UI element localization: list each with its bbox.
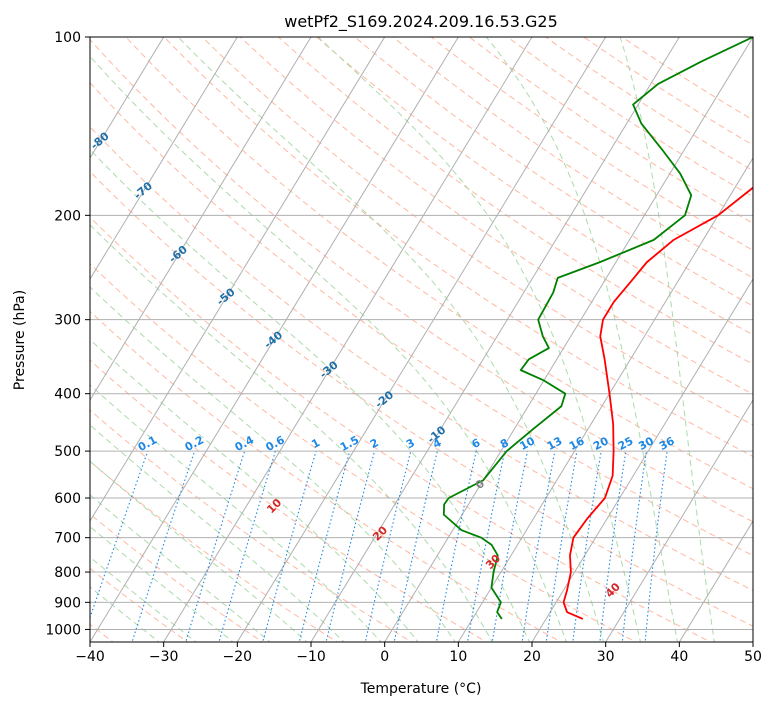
mixing-ratio-line: [435, 450, 477, 642]
mixing-ratio-line: [491, 450, 529, 642]
mixing-ratio-lines: [90, 450, 668, 642]
y-tick-label: 400: [54, 387, 81, 403]
x-tick-label: 40: [670, 649, 688, 665]
moist-adiabat-line: [90, 224, 493, 642]
temperature-profile-line: [562, 186, 753, 620]
y-tick-label: 1000: [45, 622, 81, 638]
mixing-ratio-label: 20: [591, 434, 611, 453]
mixing-ratio-label: 13: [545, 434, 565, 453]
isotherm-line: [531, 278, 753, 642]
isotherms: [90, 37, 753, 642]
mixing-ratio-line: [185, 450, 246, 642]
y-tick-label: 600: [54, 491, 81, 507]
isobars: [90, 37, 753, 630]
mixing-ratio-line: [131, 450, 196, 642]
isotherm-line: [678, 520, 753, 642]
isotherm-line: [90, 37, 386, 522]
x-tick-label: 0: [380, 649, 389, 665]
x-tick-label: 30: [597, 649, 615, 665]
isotherm-line: [605, 399, 753, 642]
sounding-profiles: [442, 37, 753, 620]
dry-adiabat-line: [163, 37, 753, 458]
mixing-ratio-line: [262, 450, 317, 642]
moist-adiabat-line: [90, 384, 382, 642]
mixing-ratio-label: 16: [567, 434, 587, 453]
dewpoint-profile-line: [442, 37, 753, 620]
y-tick-label: 700: [54, 531, 81, 547]
isotherm-line: [90, 37, 459, 642]
isotherm-line: [90, 37, 238, 280]
mixing-ratio-line: [298, 450, 351, 642]
mixing-ratio-label: 36: [657, 434, 677, 453]
x-axis-label: Temperature (°C): [360, 681, 482, 697]
isotherm-line: [90, 37, 165, 159]
plot-frame: [89, 36, 754, 643]
mixing-ratio-label: 30: [636, 434, 656, 453]
dry-adiabat-line: [125, 37, 753, 490]
x-tick-label: −10: [296, 649, 326, 665]
x-tick-label: 50: [744, 649, 762, 665]
y-axis: 100 200 300 400 500 600 700 800 900 1000: [45, 30, 90, 638]
y-tick-label: 300: [54, 313, 81, 329]
y-tick-label: 200: [54, 208, 81, 224]
dry-adiabat-line: [90, 38, 753, 523]
isotherm-line: [236, 37, 607, 642]
y-tick-label: 100: [54, 30, 81, 46]
isotherm-line: [90, 37, 312, 401]
mixing-ratio-line: [393, 450, 438, 642]
chart-title: wetPf2_S169.2024.209.16.53.G25: [284, 12, 558, 32]
dry-adiabat-line: [201, 37, 753, 426]
dry-adiabat-line: [315, 37, 753, 336]
moist-adiabat-line: [90, 148, 530, 642]
x-axis: −40 −30 −20 −10 0 10 20 30 40 50: [75, 642, 762, 665]
isotherm-line: [384, 37, 753, 642]
x-tick-label: −40: [75, 649, 105, 665]
mixing-ratio-line: [364, 450, 412, 642]
mixing-ratio-line: [466, 450, 506, 642]
isotherm-line: [163, 37, 533, 642]
isotherm-line: [457, 157, 753, 642]
plot-area: -100-90-80-70-60-50-40-30-20-1000.10.20.…: [90, 37, 753, 642]
dry-adiabat-line: [239, 37, 753, 395]
mixing-ratio-line: [218, 450, 276, 642]
x-tick-label: −20: [223, 649, 253, 665]
dry-adiabat-line: [354, 37, 753, 307]
y-tick-label: 800: [54, 565, 81, 581]
y-tick-label: 900: [54, 595, 81, 611]
y-tick-label: 500: [54, 444, 81, 460]
isotherm-line: [310, 37, 680, 642]
dry-adiabat-line: [90, 126, 753, 592]
x-tick-label: −30: [149, 649, 179, 665]
y-axis-label: Pressure (hPa): [12, 290, 28, 390]
mixing-ratio-label: 10: [517, 434, 537, 453]
x-tick-label: 20: [523, 649, 541, 665]
mixing-ratio-label: 25: [616, 434, 636, 453]
mixing-ratio-line: [325, 450, 376, 642]
x-tick-label: 10: [449, 649, 467, 665]
